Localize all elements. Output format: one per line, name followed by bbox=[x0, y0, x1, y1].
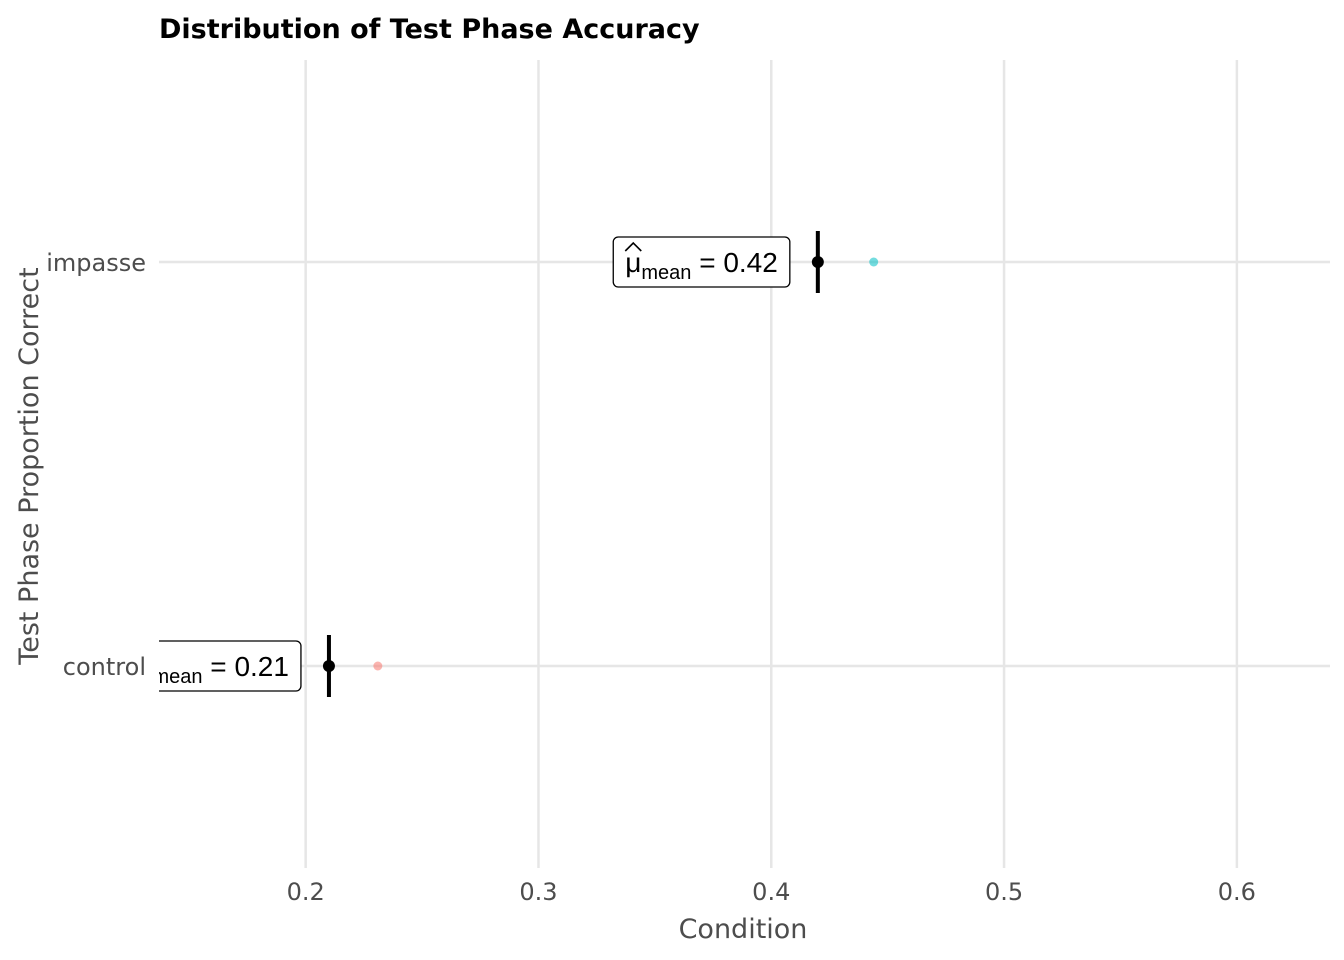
mean-label-subscript: mean bbox=[641, 262, 691, 284]
mean-label-hat bbox=[624, 241, 642, 252]
x-tick-labels: 0.2 0.3 0.4 0.5 0.6 bbox=[287, 878, 1256, 906]
mean-label-box bbox=[612, 236, 791, 288]
x-tick-label: 0.3 bbox=[519, 878, 557, 906]
data-point-impasse bbox=[869, 257, 879, 267]
y-tick-labels: impasse control bbox=[46, 249, 146, 681]
mean-label-value: = 0.42 bbox=[691, 247, 777, 278]
mean-label-value: = 0.21 bbox=[203, 651, 289, 682]
x-tick-label: 0.4 bbox=[752, 878, 790, 906]
mean-label-symbol: μ bbox=[625, 247, 641, 278]
y-tick-label: impasse bbox=[46, 249, 146, 277]
grid bbox=[159, 60, 1330, 868]
mean-label-text: μmean = 0.21 bbox=[136, 651, 289, 688]
mean-label-box bbox=[159, 640, 302, 692]
x-tick-label: 0.5 bbox=[985, 878, 1023, 906]
x-tick-label: 0.6 bbox=[1218, 878, 1256, 906]
mean-label-control: μmean = 0.21 bbox=[136, 640, 302, 692]
mean-label-text: μmean = 0.42 bbox=[625, 247, 778, 284]
mean-point-control bbox=[322, 660, 335, 672]
mean-label-impasse: μmean = 0.42 bbox=[612, 236, 791, 288]
y-tick-label: control bbox=[63, 653, 146, 681]
mean-label-subscript: mean bbox=[153, 666, 203, 688]
chart-title: Distribution of Test Phase Accuracy bbox=[159, 14, 700, 45]
y-axis-title: Test Phase Proportion Correct bbox=[14, 267, 45, 665]
x-tick-label: 0.2 bbox=[287, 878, 325, 906]
x-axis-title: Condition bbox=[679, 914, 808, 945]
data-point-control bbox=[373, 661, 383, 671]
mean-point-impasse bbox=[811, 256, 824, 268]
